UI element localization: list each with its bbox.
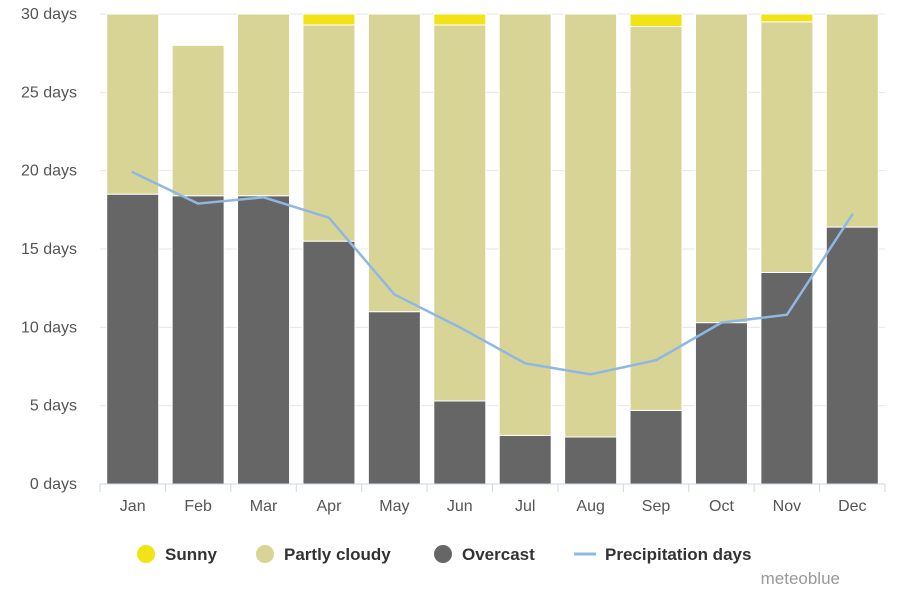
bar-partly-cloudy[interactable]: [694, 13, 748, 324]
x-tick-label: Feb: [184, 498, 212, 515]
y-tick-label: 0 days: [30, 476, 77, 493]
bar-overcast[interactable]: [825, 226, 879, 485]
bar-partly-cloudy[interactable]: [171, 44, 225, 197]
line-layer: [131, 170, 854, 376]
bar-partly-cloudy[interactable]: [825, 13, 879, 228]
bar-overcast[interactable]: [367, 311, 421, 485]
bar-partly-cloudy[interactable]: [237, 13, 291, 197]
bar-overcast[interactable]: [564, 436, 618, 485]
bar-overcast[interactable]: [171, 195, 225, 485]
bar-overcast[interactable]: [498, 434, 552, 485]
bar-sunny[interactable]: [433, 13, 487, 26]
bar-overcast[interactable]: [302, 240, 356, 485]
x-tick-label: Dec: [838, 498, 866, 515]
legend-marker: [256, 545, 274, 563]
credit-text: meteoblue: [761, 569, 840, 588]
legend-item-overcast[interactable]: Overcast: [434, 545, 535, 564]
bars-layer: [106, 13, 879, 485]
y-tick-label: 15 days: [21, 241, 77, 258]
bar-overcast[interactable]: [106, 193, 160, 485]
legend-marker: [137, 545, 155, 563]
legend-label: Overcast: [462, 545, 535, 564]
bar-partly-cloudy[interactable]: [302, 24, 356, 242]
legend-item-partly-cloudy[interactable]: Partly cloudy: [256, 545, 391, 564]
x-tick-label: Nov: [773, 498, 801, 515]
bar-partly-cloudy[interactable]: [106, 13, 160, 195]
bar-overcast[interactable]: [433, 400, 487, 485]
bar-partly-cloudy[interactable]: [367, 13, 421, 313]
bar-partly-cloudy[interactable]: [433, 24, 487, 402]
bar-partly-cloudy[interactable]: [564, 13, 618, 438]
legend-label: Partly cloudy: [284, 545, 391, 564]
bar-sunny[interactable]: [302, 13, 356, 26]
x-tick-label: Oct: [709, 498, 734, 515]
y-tick-label: 5 days: [30, 398, 77, 415]
y-tick-label: 20 days: [21, 163, 77, 180]
bar-overcast[interactable]: [760, 272, 814, 485]
y-tick-label: 10 days: [21, 319, 77, 336]
legend-marker: [434, 545, 452, 563]
bar-overcast[interactable]: [694, 322, 748, 485]
legend: Sunny Partly cloudy Overcast Precipitation …: [137, 545, 751, 564]
x-tick-label: Jul: [515, 498, 535, 515]
legend-item-precipitation-days[interactable]: Precipitation days: [574, 545, 751, 564]
bar-sunny[interactable]: [629, 13, 683, 28]
grid-layer: [100, 13, 885, 485]
legend-label: Precipitation days: [605, 545, 751, 564]
x-tick-label: Mar: [250, 498, 278, 515]
y-tick-label: 25 days: [21, 84, 77, 101]
bar-overcast[interactable]: [237, 195, 291, 485]
bar-sunny[interactable]: [760, 13, 814, 23]
legend-label: Sunny: [165, 545, 217, 564]
bar-partly-cloudy[interactable]: [629, 26, 683, 411]
x-tick-label: Sep: [642, 498, 671, 515]
x-tick-label: Aug: [576, 498, 604, 515]
bar-partly-cloudy[interactable]: [498, 13, 552, 436]
y-tick-label: 30 days: [21, 6, 77, 23]
axis-layer: 0 days 5 days 10 days 15 days 20 days 25 days…: [21, 6, 886, 515]
bar-overcast[interactable]: [629, 409, 683, 485]
line-precipitation-days[interactable]: [131, 170, 854, 376]
legend-item-sunny[interactable]: Sunny: [137, 545, 217, 564]
x-tick-label: May: [379, 498, 409, 515]
x-tick-label: Jun: [447, 498, 473, 515]
bar-partly-cloudy[interactable]: [760, 21, 814, 274]
x-tick-label: Jan: [120, 498, 146, 515]
x-tick-label: Apr: [317, 498, 343, 515]
